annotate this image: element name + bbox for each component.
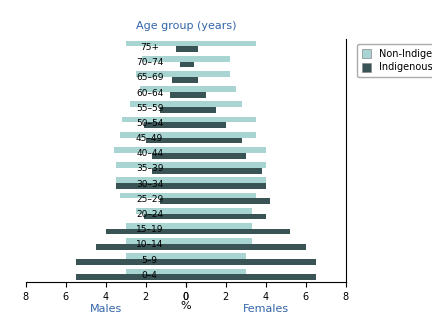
Bar bbox=[186, 107, 216, 113]
Bar bbox=[126, 253, 186, 259]
Bar bbox=[120, 192, 186, 198]
Bar bbox=[186, 244, 305, 250]
Bar bbox=[160, 107, 186, 113]
Bar bbox=[186, 101, 242, 107]
Bar bbox=[96, 244, 186, 250]
Bar bbox=[180, 62, 186, 67]
Bar bbox=[186, 56, 230, 62]
Bar bbox=[126, 41, 186, 46]
Bar bbox=[186, 62, 194, 67]
Bar bbox=[176, 46, 186, 52]
Bar bbox=[136, 208, 186, 214]
Bar bbox=[120, 132, 186, 138]
Bar bbox=[186, 71, 230, 77]
Bar bbox=[186, 138, 242, 143]
Bar bbox=[186, 77, 198, 83]
Bar bbox=[186, 269, 246, 274]
Bar bbox=[186, 198, 270, 204]
Bar bbox=[186, 183, 266, 189]
Text: %: % bbox=[181, 301, 191, 311]
Bar bbox=[186, 259, 316, 265]
Bar bbox=[186, 192, 256, 198]
Bar bbox=[126, 223, 186, 229]
Bar bbox=[186, 162, 266, 168]
Bar bbox=[152, 168, 186, 174]
Bar bbox=[186, 117, 256, 122]
Bar bbox=[130, 101, 186, 107]
Bar bbox=[144, 214, 186, 219]
Bar bbox=[170, 92, 186, 98]
Bar bbox=[186, 238, 252, 244]
Bar bbox=[142, 56, 186, 62]
X-axis label: Females: Females bbox=[243, 304, 289, 314]
Bar bbox=[186, 229, 289, 235]
Bar bbox=[116, 162, 186, 168]
Bar bbox=[186, 223, 252, 229]
Bar bbox=[126, 238, 186, 244]
Bar bbox=[186, 214, 266, 219]
X-axis label: Males: Males bbox=[90, 304, 122, 314]
Bar bbox=[186, 86, 236, 92]
Bar bbox=[116, 183, 186, 189]
Bar bbox=[122, 117, 186, 122]
Bar bbox=[186, 132, 256, 138]
Bar bbox=[186, 153, 246, 158]
Bar bbox=[186, 147, 266, 153]
Bar bbox=[186, 122, 226, 128]
Bar bbox=[186, 274, 316, 280]
Bar bbox=[146, 138, 186, 143]
Bar bbox=[144, 122, 186, 128]
Bar bbox=[186, 92, 206, 98]
Bar bbox=[186, 178, 266, 183]
Bar bbox=[116, 178, 186, 183]
Bar bbox=[152, 153, 186, 158]
Bar bbox=[186, 46, 198, 52]
Bar bbox=[172, 77, 186, 83]
Bar bbox=[140, 86, 186, 92]
Bar bbox=[186, 41, 256, 46]
Bar bbox=[186, 208, 252, 214]
Bar bbox=[186, 253, 246, 259]
Text: Age group (years): Age group (years) bbox=[136, 21, 236, 31]
Bar bbox=[136, 71, 186, 77]
Bar bbox=[76, 259, 186, 265]
Bar bbox=[76, 274, 186, 280]
Bar bbox=[160, 198, 186, 204]
Bar bbox=[106, 229, 186, 235]
Bar bbox=[186, 168, 262, 174]
Bar bbox=[114, 147, 186, 153]
Bar bbox=[126, 269, 186, 274]
Legend: Non-Indigenous, Indigenous: Non-Indigenous, Indigenous bbox=[357, 44, 432, 77]
